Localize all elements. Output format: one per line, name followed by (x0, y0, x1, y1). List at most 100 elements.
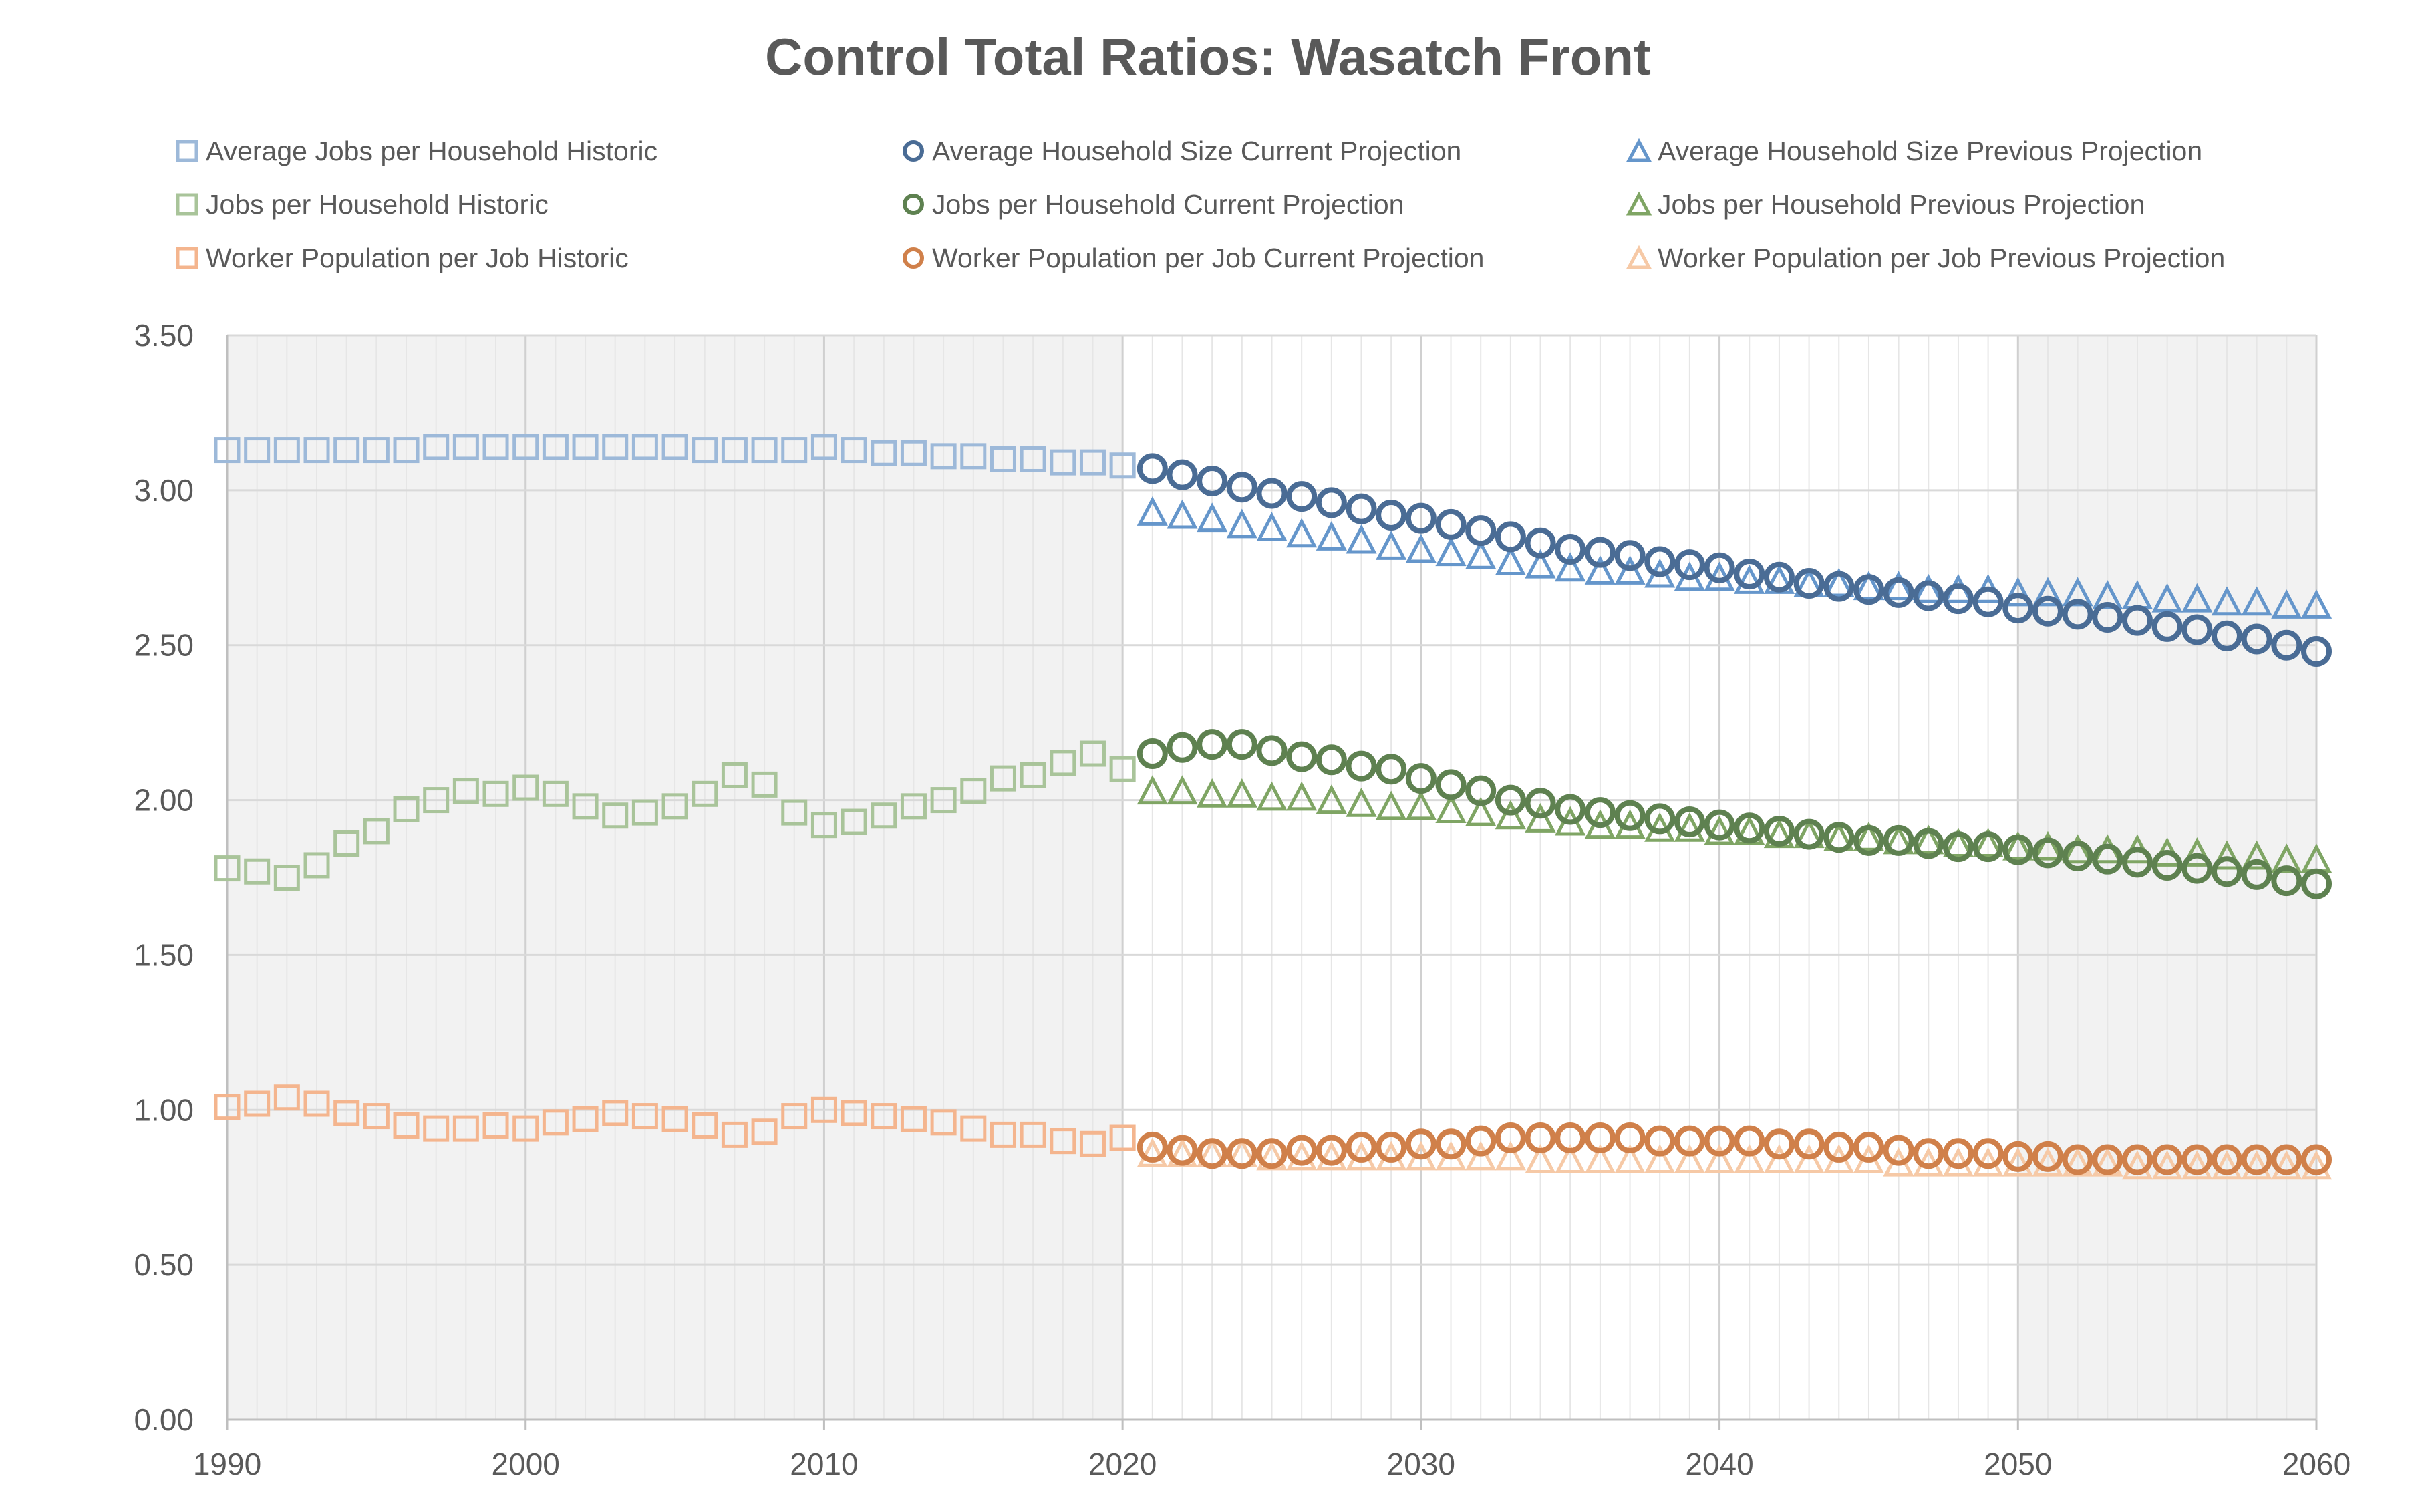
x-tick-label: 2060 (2282, 1447, 2351, 1481)
data-point-circle (1614, 540, 1646, 571)
data-point-triangle (1346, 787, 1377, 817)
data-point-triangle (1555, 552, 1586, 582)
data-point-square (692, 437, 718, 464)
data-point-square (930, 787, 957, 814)
data-point-circle (1346, 750, 1377, 782)
data-point-circle (2181, 614, 2213, 645)
data-point-square (452, 434, 479, 460)
y-tick-label: 2.50 (134, 628, 194, 663)
data-point-triangle (1913, 824, 1944, 855)
data-point-square (751, 771, 778, 798)
data-point-triangle (2181, 837, 2213, 867)
data-point-circle (1555, 794, 1586, 825)
data-point-square (244, 858, 271, 885)
data-point-circle (2062, 1144, 2093, 1175)
data-point-circle (2241, 859, 2272, 890)
data-point-circle (1167, 732, 1198, 763)
data-point-circle (2092, 601, 2123, 633)
data-point-circle (2211, 620, 2242, 651)
legend-item-0: Average Jobs per Household Historic (176, 136, 657, 166)
data-point-triangle (1167, 499, 1198, 529)
y-tick-label: 2.00 (134, 783, 194, 818)
data-point-square (393, 796, 420, 822)
data-point-circle (1793, 567, 1825, 599)
legend-item-8: Worker Population per Job Previous Proje… (1626, 243, 2225, 273)
data-point-triangle (1555, 1144, 1586, 1173)
data-point-square (482, 1112, 509, 1139)
data-point-square (990, 1121, 1016, 1148)
data-point-circle (1853, 824, 1884, 856)
data-point-square (542, 434, 569, 460)
data-point-triangle (1435, 537, 1467, 567)
data-point-triangle (1376, 530, 1407, 560)
data-point-square (1109, 756, 1136, 782)
y-tick-label: 0.50 (134, 1247, 194, 1282)
series-7 (1137, 775, 2332, 873)
data-point-triangle (1823, 567, 1855, 597)
data-point-square (512, 434, 539, 460)
legend-marker-triangle (1626, 191, 1652, 216)
data-point-circle (2211, 856, 2242, 887)
data-point-triangle (1465, 796, 1497, 826)
data-point-circle (1376, 754, 1407, 785)
data-point-square (423, 787, 450, 814)
data-point-triangle (1913, 573, 1944, 603)
data-point-circle (2151, 849, 2183, 881)
data-point-triangle (1793, 1144, 1825, 1173)
data-point-circle (1883, 824, 1914, 856)
data-point-circle (2121, 1144, 2153, 1175)
series-1 (214, 740, 1136, 891)
legend-item-5: Worker Population per Job Current Projec… (903, 243, 1485, 273)
data-point-circle (1823, 1131, 1855, 1163)
data-point-triangle (1942, 828, 1974, 857)
data-point-circle (1584, 797, 1616, 828)
data-point-circle (1197, 729, 1228, 760)
data-point-triangle (1734, 1144, 1765, 1173)
data-point-square (781, 799, 808, 826)
legend-marker-square (176, 247, 198, 269)
data-point-triangle (1405, 533, 1437, 563)
data-point-circle (2032, 837, 2063, 869)
data-point-circle (1823, 571, 1855, 602)
data-point-circle (1555, 1122, 1586, 1154)
data-point-circle (1913, 580, 1944, 611)
data-point-triangle (1435, 794, 1467, 823)
data-point-triangle (2271, 843, 2302, 873)
data-point-square (452, 1115, 479, 1142)
data-point-circle (1495, 784, 1526, 816)
data-point-square (960, 443, 987, 470)
data-point-circle (2121, 605, 2153, 636)
data-point-triangle (1853, 821, 1885, 851)
data-point-circle (2181, 853, 2213, 884)
data-point-square (423, 434, 450, 460)
data-point-circle (1137, 738, 1168, 770)
data-point-circle (2062, 599, 2093, 630)
data-point-circle (1913, 1138, 1944, 1169)
legend-marker-square (176, 193, 198, 216)
data-point-triangle (1614, 555, 1646, 585)
y-tick-label: 1.50 (134, 937, 194, 972)
data-point-triangle (2032, 1147, 2064, 1177)
data-point-square (1079, 449, 1106, 476)
data-point-circle (1316, 1135, 1347, 1166)
data-point-square (333, 437, 360, 464)
data-point-triangle (1704, 815, 1735, 845)
data-point-square (960, 1115, 987, 1142)
data-point-circle (1137, 453, 1168, 484)
data-point-circle (1197, 465, 1228, 496)
data-point-circle (1584, 1122, 1616, 1154)
data-point-circle (2271, 1144, 2302, 1175)
data-point-square (363, 1103, 390, 1130)
data-point-square (1020, 446, 1046, 472)
data-point-square (572, 793, 599, 820)
legend-label: Worker Population per Job Historic (206, 243, 629, 273)
data-point-triangle (1346, 524, 1377, 554)
data-point-circle (1495, 1122, 1526, 1154)
data-point-square (572, 434, 599, 460)
data-point-circle (1614, 800, 1646, 831)
data-point-triangle (1525, 803, 1556, 833)
data-point-square (303, 437, 330, 464)
data-series (214, 434, 2332, 1180)
data-point-triangle (2300, 589, 2332, 619)
data-point-circle (1704, 1125, 1735, 1157)
